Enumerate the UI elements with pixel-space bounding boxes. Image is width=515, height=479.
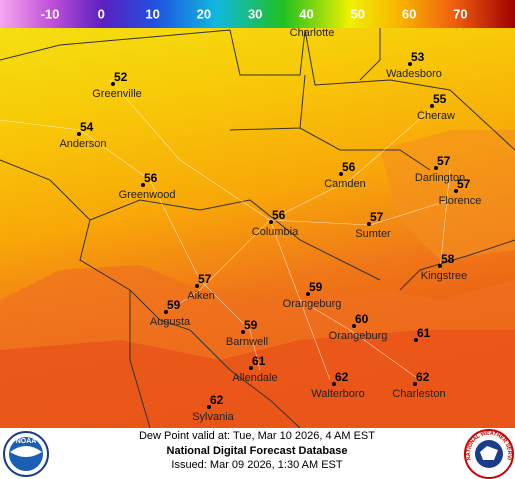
- dew-point-value: 52: [114, 70, 128, 84]
- colorbar-label: 20: [197, 6, 211, 21]
- colorbar: [0, 0, 515, 28]
- city-name: Walterboro: [311, 388, 364, 400]
- warm-region: [0, 330, 515, 428]
- dew-point-value: 57: [457, 177, 471, 191]
- colorbar-label: 60: [402, 6, 416, 21]
- dew-point-value: 57: [198, 272, 212, 286]
- noaa-text: NOAA: [16, 438, 37, 445]
- station-dot: [141, 183, 145, 187]
- city-name: Aiken: [187, 290, 215, 302]
- station-dot: [164, 310, 168, 314]
- dew-point-value: 59: [167, 298, 181, 312]
- dew-point-value: 56: [144, 171, 158, 185]
- dew-point-value: 61: [252, 354, 266, 368]
- city-name: Charleston: [392, 388, 445, 400]
- city-name: Orangeburg: [329, 330, 388, 342]
- noaa-logo: [3, 431, 49, 477]
- station-dot: [438, 264, 442, 268]
- dew-point-value: 62: [416, 370, 430, 384]
- nws-logo: [464, 429, 514, 479]
- dew-point-value: 62: [335, 370, 349, 384]
- dew-point-value: 61: [417, 326, 431, 340]
- valid-line: Dew Point valid at: Tue, Mar 10 2026, 4 …: [139, 430, 375, 442]
- dew-point-value: 56: [272, 208, 286, 222]
- city-name: Greenwood: [119, 189, 176, 201]
- dew-point-value: 55: [433, 92, 447, 106]
- city-name: Anderson: [59, 138, 106, 150]
- dew-point-value: 59: [309, 280, 323, 294]
- station-dot: [207, 405, 211, 409]
- colorbar-label: 50: [351, 6, 365, 21]
- station-dot: [408, 62, 412, 66]
- city-name: Cheraw: [417, 110, 455, 122]
- city-name: Sumter: [355, 228, 391, 240]
- footer: [0, 428, 515, 479]
- station-dot: [413, 382, 417, 386]
- dew-point-value: 59: [244, 318, 258, 332]
- city-name: Barnwell: [226, 336, 268, 348]
- colorbar-label: -10: [41, 6, 60, 21]
- dew-point-value: 58: [441, 252, 455, 266]
- station-dot: [241, 330, 245, 334]
- station-dot: [434, 166, 438, 170]
- dew-point-value: 57: [370, 210, 384, 224]
- colorbar-label: 70: [453, 6, 467, 21]
- station-dot: [111, 82, 115, 86]
- roads: [0, 79, 451, 381]
- station-dot: [339, 172, 343, 176]
- station-dot: [430, 104, 434, 108]
- dew-point-value: 62: [210, 393, 224, 407]
- station-dot: [454, 189, 458, 193]
- city-name: Charlotte: [290, 27, 335, 39]
- dew-point-value: 60: [355, 312, 369, 326]
- dew-point-value: 57: [437, 154, 451, 168]
- city-name: Wadesboro: [386, 68, 442, 80]
- station-dot: [367, 222, 371, 226]
- city-name: Greenville: [92, 88, 142, 100]
- colorbar-label: 10: [145, 6, 159, 21]
- station-dot: [414, 338, 418, 342]
- city-name: Sylvania: [192, 411, 234, 423]
- station-dot: [269, 220, 273, 224]
- city-name: Allendale: [232, 372, 277, 384]
- station-dot: [77, 132, 81, 136]
- city-name: Darlington: [415, 172, 465, 184]
- city-name: Augusta: [150, 316, 191, 328]
- city-name: Florence: [439, 195, 482, 207]
- database-line: National Digital Forecast Database: [167, 445, 348, 457]
- colorbar-label: 0: [98, 6, 105, 21]
- dew-point-value: 56: [342, 160, 356, 174]
- issued-line: Issued: Mar 09 2026, 1:30 AM EST: [171, 459, 342, 471]
- station-dot: [195, 284, 199, 288]
- city-name: Orangeburg: [283, 298, 342, 310]
- station-dot: [332, 382, 336, 386]
- colorbar-label: 30: [248, 6, 262, 21]
- dew-point-value: 53: [411, 50, 425, 64]
- station-dot: [352, 324, 356, 328]
- dew-point-value: 54: [80, 120, 94, 134]
- city-name: Camden: [324, 178, 366, 190]
- colorbar-label: 40: [299, 6, 313, 21]
- city-name: Columbia: [252, 226, 299, 238]
- station-dot: [249, 366, 253, 370]
- borders: [0, 20, 515, 429]
- station-dot: [306, 292, 310, 296]
- city-name: Kingstree: [421, 270, 467, 282]
